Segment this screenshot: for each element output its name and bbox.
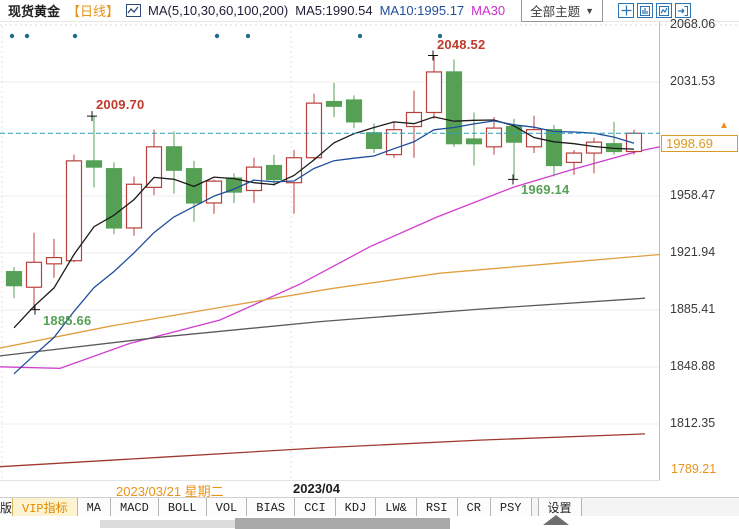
candle: [545, 129, 563, 167]
candle: [465, 138, 483, 145]
candle: [345, 99, 363, 123]
tab-CR[interactable]: CR: [456, 498, 491, 517]
ma200-line: [0, 433, 646, 468]
price-annotation: 1969.14: [521, 182, 570, 198]
candle: [365, 132, 383, 149]
month-axis-label: 2023/04: [293, 481, 340, 496]
event-dot: [214, 33, 220, 39]
crosshair-date-label: 2023/03/21 星期二: [116, 484, 224, 499]
candle: [305, 102, 323, 159]
candle: [205, 180, 223, 204]
panel-expand-handle[interactable]: [235, 515, 569, 529]
candle: [405, 111, 423, 128]
price-annotation: 1885.66: [43, 312, 92, 328]
current-price-tag: 1998.69: [661, 135, 738, 153]
theme-dropdown-button[interactable]: 全部主题 ▼: [521, 0, 603, 22]
tab-MACD[interactable]: MACD: [110, 498, 159, 517]
y-axis-label: 1958.47: [670, 188, 716, 202]
ma5-value: MA5:1990.54: [295, 3, 373, 18]
candle: [385, 129, 403, 156]
theme-dropdown-label: 全部主题: [530, 5, 581, 19]
tab-VIP指标[interactable]: VIP指标: [12, 498, 78, 517]
ma10-value: MA10:1995.17: [379, 3, 465, 18]
candle: [125, 183, 143, 229]
chevron-down-icon: ▼: [585, 5, 594, 16]
candle: [85, 160, 103, 168]
candle: [145, 146, 163, 188]
y-axis-label: 1812.35: [670, 415, 716, 430]
crosshair-marker: [30, 304, 40, 315]
chevron-up-icon: [543, 515, 569, 525]
bottom-strip: [0, 515, 739, 529]
candle: [45, 256, 63, 265]
price-annotation: 2048.52: [437, 36, 486, 52]
candle: [65, 160, 83, 262]
tab-VOL[interactable]: VOL: [205, 498, 248, 517]
candle: [5, 271, 23, 287]
event-dot: [437, 33, 443, 39]
ma60-line: [0, 253, 661, 349]
tab-RSI[interactable]: RSI: [415, 498, 458, 517]
tab-BOLL[interactable]: BOLL: [157, 498, 207, 517]
crosshair-marker: [508, 174, 518, 185]
crosshair-marker: [87, 111, 97, 122]
chart-header: 现货黄金 【日线】 MA(5,10,30,60,100,200) MA5:199…: [0, 0, 739, 22]
indicator-tabbar: 版 VIP指标 MA MACD BOLL VOL BIAS CCI KDJ LW& RSI CR PSY…: [0, 497, 739, 517]
candle: [265, 164, 283, 181]
session-low-label: 1789.21: [671, 462, 717, 476]
period-label: 【日线】: [67, 4, 120, 19]
candle: [165, 146, 183, 171]
event-dot: [357, 33, 363, 39]
ma100-line: [0, 297, 646, 357]
price-annotation: 2009.70: [96, 97, 145, 113]
candle: [445, 71, 463, 145]
ma10-line: [13, 120, 635, 375]
chart-toolbar: [618, 3, 691, 18]
y-axis-label: 1921.94: [670, 245, 716, 259]
symbol-name: 现货黄金: [8, 4, 61, 19]
y-axis-label: 1848.88: [670, 358, 716, 373]
event-dot: [9, 33, 15, 39]
candle: [525, 129, 543, 148]
tab-LW&[interactable]: LW&: [375, 498, 417, 517]
y-axis-label: 1885.41: [670, 302, 716, 316]
candle: [565, 152, 583, 164]
event-dot: [24, 33, 30, 39]
line-panel-icon[interactable]: [656, 3, 672, 18]
y-axis-label: 2068.06: [670, 17, 716, 32]
tab-KDJ[interactable]: KDJ: [334, 498, 377, 517]
candle: [105, 168, 123, 229]
bar-panel-icon[interactable]: [637, 3, 653, 18]
candlestick-icon: [126, 4, 142, 17]
tab-PSY[interactable]: PSY: [489, 498, 532, 517]
candle: [485, 127, 503, 148]
candle: [25, 261, 43, 288]
ma-settings-label: MA(5,10,30,60,100,200): [148, 3, 289, 18]
candle: [285, 157, 303, 184]
candle: [325, 100, 343, 107]
y-axis-label: 2031.53: [670, 74, 716, 89]
tab-BIAS[interactable]: BIAS: [246, 498, 296, 517]
scrollbar-track[interactable]: [100, 520, 235, 528]
candle: [425, 71, 443, 114]
export-panel-icon[interactable]: [675, 3, 691, 18]
event-dot: [72, 33, 78, 39]
ma5-line: [13, 116, 635, 329]
crosshair-icon[interactable]: [618, 3, 634, 18]
price-up-arrow-icon: ▲: [719, 120, 729, 131]
candle: [245, 166, 263, 192]
candlestick-chart[interactable]: [0, 0, 739, 497]
crosshair-marker: [428, 50, 438, 61]
tab-CCI[interactable]: CCI: [294, 498, 336, 517]
ma30-line: [0, 146, 661, 370]
ma30-value: MA30: [471, 3, 506, 18]
tab-MA[interactable]: MA: [76, 498, 112, 517]
event-dot: [245, 33, 251, 39]
